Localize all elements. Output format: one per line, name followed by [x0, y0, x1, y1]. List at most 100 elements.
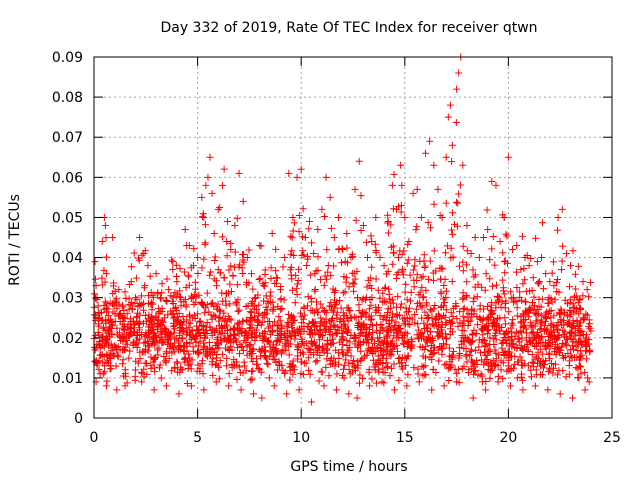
data-point	[101, 298, 109, 306]
data-point	[191, 278, 199, 286]
data-point	[238, 264, 246, 272]
data-point	[150, 386, 158, 394]
y-axis-label: ROTI / TECUs	[7, 194, 23, 286]
data-point	[357, 357, 365, 365]
data-point	[393, 312, 401, 320]
data-point	[459, 312, 467, 320]
data-point	[478, 338, 486, 346]
data-point	[269, 306, 277, 314]
data-point	[531, 322, 539, 330]
data-point	[490, 316, 498, 324]
data-point	[582, 337, 590, 345]
data-point	[270, 382, 278, 390]
data-point	[234, 344, 242, 352]
data-point	[172, 293, 180, 301]
data-point	[122, 295, 130, 303]
data-point	[123, 379, 131, 387]
data-point	[362, 294, 370, 302]
data-point	[118, 332, 126, 340]
data-point	[385, 290, 393, 298]
data-point	[427, 224, 435, 232]
data-point	[410, 283, 418, 291]
data-point	[411, 310, 419, 318]
data-point	[314, 266, 322, 274]
data-point	[170, 348, 178, 356]
data-point	[517, 328, 525, 336]
data-point	[583, 286, 591, 294]
data-point	[130, 249, 138, 257]
data-point	[320, 321, 328, 329]
data-point	[434, 328, 442, 336]
data-point	[525, 262, 533, 270]
data-point	[556, 346, 564, 354]
data-point	[325, 372, 333, 380]
data-point	[459, 258, 467, 266]
data-point	[195, 291, 203, 299]
data-point	[403, 382, 411, 390]
y-tick-label: 0.04	[52, 251, 83, 267]
data-point	[187, 382, 195, 390]
data-point	[365, 313, 373, 321]
data-point	[206, 323, 214, 331]
data-point	[298, 252, 306, 260]
data-point	[577, 354, 585, 362]
data-point	[474, 371, 482, 379]
data-point	[389, 299, 397, 307]
data-point	[446, 363, 454, 371]
data-point	[183, 316, 191, 324]
data-point	[246, 308, 254, 316]
data-point	[149, 326, 157, 334]
data-point	[368, 238, 376, 246]
data-point	[248, 375, 256, 383]
data-point	[260, 348, 268, 356]
data-point	[100, 324, 108, 332]
data-point	[428, 350, 436, 358]
data-point	[359, 295, 367, 303]
data-point	[580, 315, 588, 323]
data-point	[256, 331, 264, 339]
data-point	[566, 357, 574, 365]
data-point	[404, 240, 412, 248]
data-point	[554, 226, 562, 234]
data-point	[331, 322, 339, 330]
data-point	[306, 271, 314, 279]
data-point	[114, 351, 122, 359]
data-point	[108, 321, 116, 329]
data-point	[163, 336, 171, 344]
data-point	[322, 363, 330, 371]
data-point	[413, 185, 421, 193]
data-point	[144, 262, 152, 270]
data-point	[172, 303, 180, 311]
data-point	[149, 323, 157, 331]
data-point	[220, 165, 228, 173]
data-point	[223, 362, 231, 370]
data-point	[388, 364, 396, 372]
data-point	[537, 320, 545, 328]
data-point	[311, 285, 319, 293]
data-point	[234, 296, 242, 304]
data-point	[299, 247, 307, 255]
data-point	[545, 368, 553, 376]
data-point	[209, 355, 217, 363]
data-point	[310, 351, 318, 359]
data-point	[428, 320, 436, 328]
data-point	[460, 334, 468, 342]
data-point	[572, 285, 580, 293]
data-point	[491, 346, 499, 354]
data-point	[442, 153, 450, 161]
data-point	[286, 376, 294, 384]
data-point	[95, 331, 103, 339]
data-point	[240, 358, 248, 366]
data-point	[372, 308, 380, 316]
data-point	[184, 271, 192, 279]
data-point	[533, 258, 541, 266]
data-point	[530, 293, 538, 301]
data-point	[491, 323, 499, 331]
data-point	[255, 301, 263, 309]
data-point	[320, 212, 328, 220]
data-point	[140, 306, 148, 314]
data-point	[536, 326, 544, 334]
data-point	[349, 279, 357, 287]
data-point	[418, 314, 426, 322]
data-point	[569, 317, 577, 325]
